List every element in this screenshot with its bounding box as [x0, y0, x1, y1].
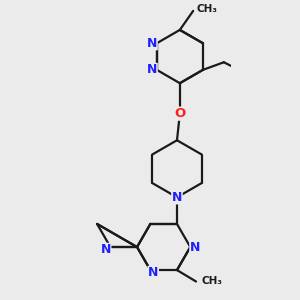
Text: N: N: [172, 191, 182, 204]
Text: N: N: [100, 243, 111, 256]
Text: N: N: [147, 37, 157, 50]
Text: CH₃: CH₃: [202, 277, 223, 286]
Text: N: N: [148, 266, 158, 279]
Text: O: O: [174, 107, 185, 120]
Text: N: N: [190, 241, 200, 254]
Text: CH₃: CH₃: [197, 4, 218, 14]
Text: N: N: [147, 63, 157, 76]
